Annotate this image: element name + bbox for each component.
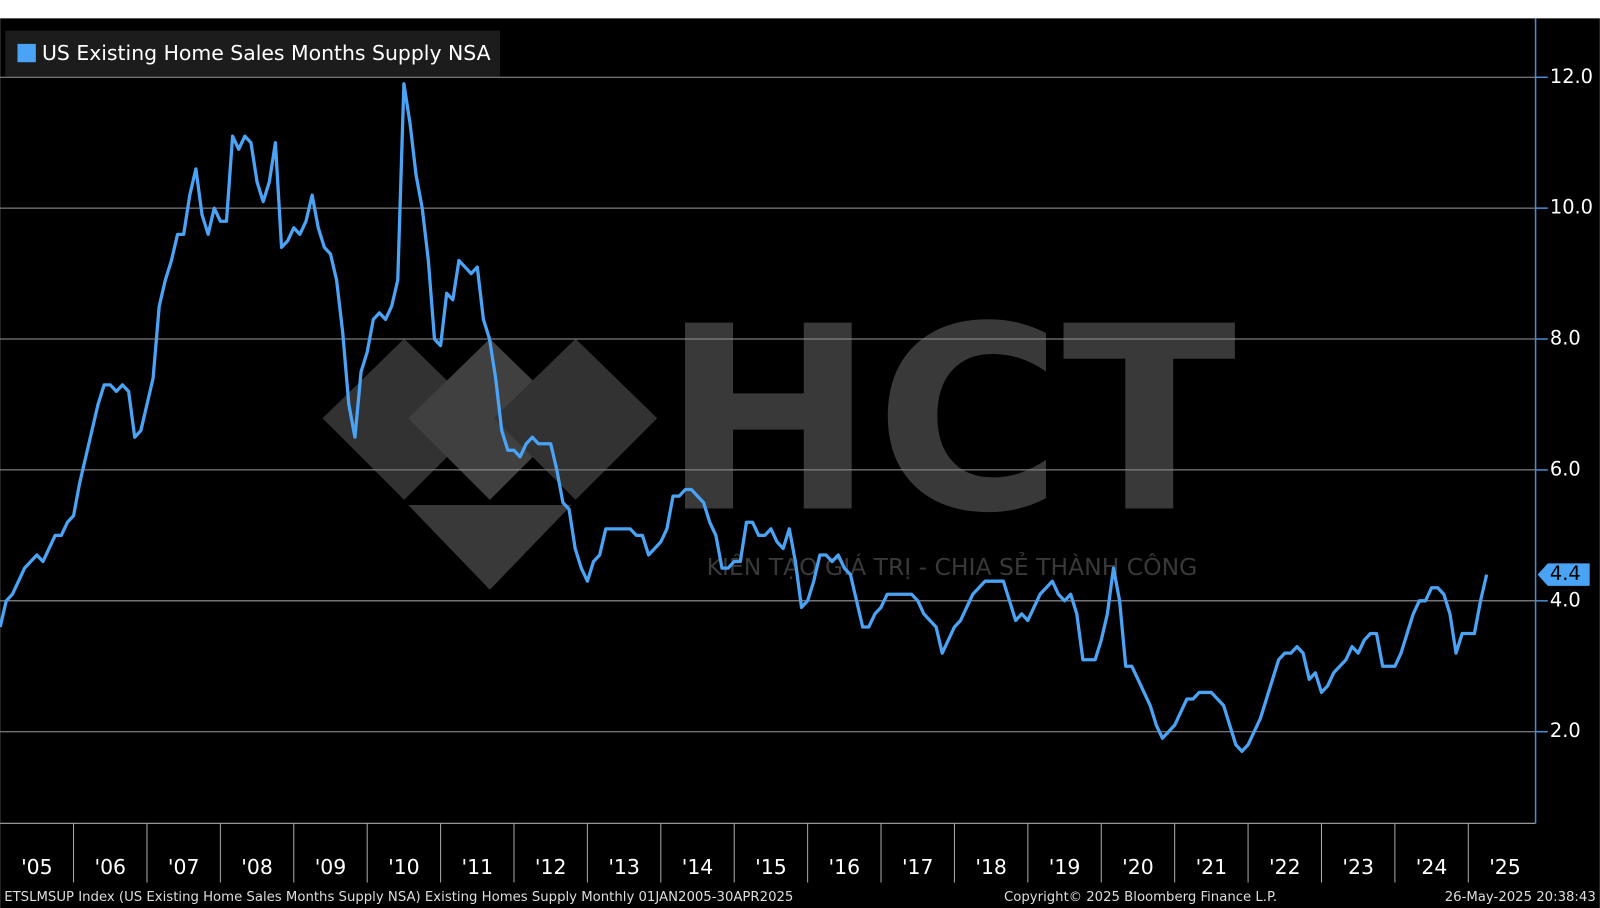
y-tick-label: 4.0 (1550, 588, 1581, 611)
data-line (0, 82, 1489, 753)
legend-label: US Existing Home Sales Months Supply NSA (42, 41, 491, 65)
x-tick-label: '05 (21, 855, 53, 879)
x-tick-label: '15 (755, 855, 787, 879)
x-tick-label: '21 (1196, 855, 1228, 879)
x-tick-label: '07 (168, 855, 200, 879)
legend-box (5, 30, 501, 77)
plot (0, 82, 1489, 753)
x-tick-label: '16 (829, 855, 861, 879)
x-tick-label: '14 (682, 855, 714, 879)
top-band (0, 0, 1600, 19)
last-value-label: 4.4 (1550, 562, 1581, 585)
y-tick-label: 8.0 (1550, 327, 1581, 350)
footer-timestamp: 26-May-2025 20:38:43 (1445, 890, 1596, 905)
watermark-diamond (408, 338, 572, 500)
watermark-diamond (408, 505, 572, 590)
footer-copyright: Copyright© 2025 Bloomberg Finance L.P. (1004, 890, 1277, 905)
watermark-tagline: KIẾN TẠO GIÁ TRỊ - CHIA SẺ THÀNH CÔNG (707, 551, 1198, 581)
x-tick-label: '08 (241, 855, 273, 879)
x-tick-label: '25 (1489, 855, 1521, 879)
watermark-diamond (493, 338, 658, 500)
x-tick-label: '22 (1269, 855, 1301, 879)
y-tick-label: 6.0 (1550, 457, 1581, 480)
last-value-badge (1537, 563, 1590, 586)
x-tick-label: '06 (94, 855, 126, 879)
y-tick-label: 12.0 (1550, 65, 1593, 88)
footer-source: ETSLMSUP Index (US Existing Home Sales M… (4, 890, 793, 905)
legend-swatch (17, 43, 36, 63)
x-tick-label: '23 (1342, 855, 1374, 879)
x-tick-label: '20 (1122, 855, 1154, 879)
x-tick-label: '17 (902, 855, 934, 879)
watermark-logo: HCT (662, 273, 1237, 570)
x-tick-label: '12 (535, 855, 567, 879)
grid (0, 76, 1536, 733)
x-tick-label: '24 (1416, 855, 1448, 879)
x-tick-label: '10 (388, 855, 420, 879)
x-tick-label: '18 (975, 855, 1007, 879)
y-tick-label: 10.0 (1550, 196, 1593, 219)
chart-background (0, 18, 1600, 908)
x-tick-label: '09 (315, 855, 347, 879)
watermark: HCT KIẾN TẠO GIÁ TRỊ - CHIA SẺ THÀNH CÔN… (322, 273, 1237, 590)
watermark-diamond (322, 338, 486, 500)
x-tick-label: '19 (1049, 855, 1081, 879)
x-tick-label: '13 (608, 855, 640, 879)
y-tick-label: 2.0 (1550, 719, 1581, 742)
x-tick-label: '11 (462, 855, 494, 879)
